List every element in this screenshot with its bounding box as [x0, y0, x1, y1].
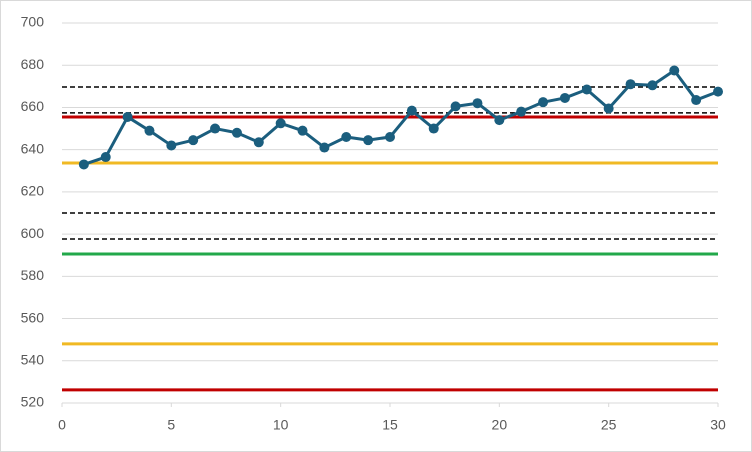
x-tick-label: 25	[601, 417, 617, 433]
point	[669, 65, 680, 76]
y-tick-label: 520	[21, 394, 45, 410]
y-tick-label: 700	[21, 14, 45, 30]
point	[319, 142, 330, 153]
point	[363, 135, 374, 146]
point	[516, 106, 527, 117]
y-tick-label: 560	[21, 309, 45, 325]
point	[603, 103, 614, 114]
point	[385, 132, 395, 142]
x-tick-label: 0	[58, 417, 66, 433]
point	[691, 95, 702, 106]
point	[647, 80, 658, 91]
point	[297, 125, 308, 136]
point	[406, 105, 417, 116]
point	[713, 86, 723, 97]
point	[559, 92, 570, 103]
point	[122, 111, 133, 122]
point	[428, 123, 439, 134]
y-tick-label: 660	[21, 98, 45, 114]
x-tick-label: 30	[710, 417, 726, 433]
point	[538, 97, 549, 108]
point	[144, 125, 155, 136]
point	[78, 159, 89, 170]
point	[210, 123, 221, 134]
x-tick-label: 15	[382, 417, 398, 433]
point	[100, 152, 111, 163]
y-tick-label: 600	[21, 225, 45, 241]
point	[253, 137, 264, 148]
y-tick-label: 640	[21, 140, 45, 156]
point	[188, 135, 199, 146]
point	[231, 127, 242, 138]
point	[581, 84, 592, 95]
x-tick-label: 10	[273, 417, 289, 433]
x-tick-label: 20	[492, 417, 508, 433]
point	[472, 98, 483, 109]
point	[166, 140, 177, 151]
point	[494, 115, 505, 126]
point	[275, 118, 286, 129]
y-tick-label: 680	[21, 56, 45, 72]
y-tick-label: 540	[21, 351, 45, 367]
point	[450, 101, 461, 112]
y-tick-label: 620	[21, 183, 45, 199]
point	[341, 132, 352, 142]
y-tick-label: 580	[21, 267, 45, 283]
x-tick-label: 5	[167, 417, 175, 433]
point	[625, 79, 636, 90]
